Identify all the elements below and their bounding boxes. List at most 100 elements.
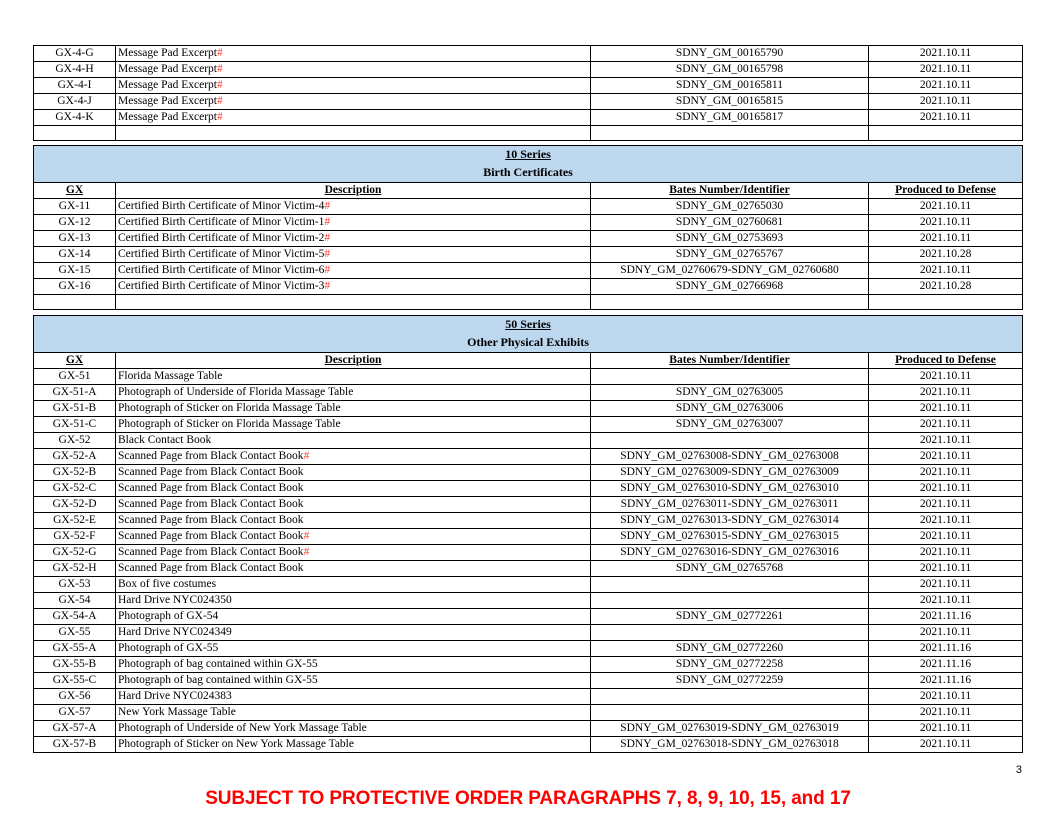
cell-bates	[590, 368, 869, 385]
cell-bates: SDNY_GM_02763013-SDNY_GM_02763014	[590, 512, 869, 529]
cell-description: Photograph of Sticker on Florida Massage…	[115, 400, 591, 417]
cell-produced: 2021.10.11	[867, 736, 1024, 753]
table-row: GX-54-A Photograph of GX-54 SDNY_GM_027722…	[33, 608, 1024, 625]
spacer-row	[33, 294, 1024, 310]
table-row: GX-4-I Message Pad Excerpt# SDNY_GM_001658…	[33, 77, 1023, 94]
cell-description	[115, 125, 591, 141]
table-row: GX-14 Certified Birth Certificate of Mino…	[33, 246, 1024, 263]
column-header-row: GX Description Bates Number/Identifier Prod…	[33, 352, 1024, 369]
cell-description: Scanned Page from Black Contact Book	[115, 496, 591, 513]
cell-bates: SDNY_GM_02763010-SDNY_GM_02763010	[590, 480, 869, 497]
cell-description	[115, 294, 591, 310]
cell-description: New York Massage Table	[115, 704, 591, 721]
cell-bates: SDNY_GM_02763016-SDNY_GM_02763016	[590, 544, 869, 561]
cell-gx: GX-56	[33, 688, 116, 705]
cell-produced: 2021.10.11	[868, 77, 1023, 94]
page-number: 3	[1015, 764, 1022, 776]
cell-produced	[868, 125, 1023, 141]
hash-marker: #	[324, 200, 331, 212]
cell-description: Scanned Page from Black Contact Book	[115, 512, 591, 529]
cell-produced: 2021.10.11	[867, 384, 1024, 401]
cell-bates: SDNY_GM_02763019-SDNY_GM_02763019	[590, 720, 869, 737]
cell-produced: 2021.10.11	[868, 45, 1023, 62]
cell-gx: GX-51-B	[33, 400, 116, 417]
table-row: GX-51-A Photograph of Underside of Florid…	[33, 384, 1024, 401]
cell-description: Hard Drive NYC024349	[115, 624, 591, 641]
hash-marker: #	[324, 280, 331, 292]
cell-gx: GX-54-A	[33, 608, 116, 625]
cell-bates: SDNY_GM_02760679-SDNY_GM_02760680	[590, 262, 869, 279]
column-header-row: GX Description Bates Number/Identifier Prod…	[33, 182, 1024, 199]
cell-description: Certified Birth Certificate of Minor Vic…	[115, 262, 591, 279]
cell-bates: SDNY_GM_02772261	[590, 608, 869, 625]
cell-description: Black Contact Book	[115, 432, 591, 449]
cell-bates: SDNY_GM_00165815	[590, 93, 869, 110]
cell-bates: SDNY_GM_02763005	[590, 384, 869, 401]
table-row: GX-55-B Photograph of bag contained withi…	[33, 656, 1024, 673]
cell-description: Scanned Page from Black Contact Book	[115, 560, 591, 577]
series-banner-number-row: 50 Series	[32, 315, 1024, 334]
cell-gx: GX-12	[33, 214, 116, 231]
cell-gx: GX-4-I	[33, 77, 116, 94]
exhibit-table-50-series: 50 Series Other Physical Exhibits GX Descri…	[32, 315, 1024, 753]
table-row: GX-11 Certified Birth Certificate of Mino…	[33, 198, 1024, 215]
hash-marker: #	[324, 216, 331, 228]
cell-produced: 2021.10.28	[867, 246, 1024, 263]
table-row: GX-52 Black Contact Book 2021.10.11	[33, 432, 1024, 449]
cell-gx: GX-52	[33, 432, 116, 449]
cell-produced: 2021.10.28	[867, 278, 1024, 295]
table-row: GX-52-D Scanned Page from Black Contact B…	[33, 496, 1024, 513]
cell-produced: 2021.10.11	[868, 61, 1023, 78]
cell-description: Photograph of Sticker on New York Massag…	[115, 736, 591, 753]
cell-bates: SDNY_GM_02763007	[590, 416, 869, 433]
column-header-gx: GX	[33, 182, 116, 199]
series-name: Other Physical Exhibits	[32, 334, 1024, 353]
cell-gx: GX-54	[33, 592, 116, 609]
cell-produced: 2021.10.11	[867, 560, 1024, 577]
cell-gx: GX-15	[33, 262, 116, 279]
series-number: 10 Series	[32, 145, 1024, 164]
cell-bates: SDNY_GM_02765030	[590, 198, 869, 215]
cell-produced: 2021.10.11	[867, 416, 1024, 433]
cell-bates	[590, 624, 869, 641]
table-row: GX-15 Certified Birth Certificate of Mino…	[33, 262, 1024, 279]
table-row: GX-16 Certified Birth Certificate of Mino…	[33, 278, 1024, 295]
table-row: GX-4-G Message Pad Excerpt# SDNY_GM_001657…	[33, 45, 1023, 62]
table-row: GX-52-G Scanned Page from Black Contact B…	[33, 544, 1024, 561]
cell-produced: 2021.10.11	[867, 576, 1024, 593]
cell-produced: 2021.10.11	[868, 109, 1023, 126]
cell-bates: SDNY_GM_02763018-SDNY_GM_02763018	[590, 736, 869, 753]
cell-gx: GX-51-C	[33, 416, 116, 433]
series-banner-name-row: Birth Certificates	[32, 164, 1024, 183]
table-body: 10 Series Birth Certificates GX Description…	[32, 145, 1024, 310]
cell-bates	[590, 294, 869, 310]
cell-produced: 2021.10.11	[867, 544, 1024, 561]
cell-bates: SDNY_GM_02772258	[590, 656, 869, 673]
table-row: GX-55-A Photograph of GX-55 SDNY_GM_027722…	[33, 640, 1024, 657]
hash-marker: #	[217, 47, 223, 59]
table-row: GX-55 Hard Drive NYC024349 2021.10.11	[33, 624, 1024, 641]
cell-description: Photograph of Underside of Florida Massa…	[115, 384, 591, 401]
cell-gx: GX-55-C	[33, 672, 116, 689]
cell-gx: GX-57	[33, 704, 116, 721]
cell-description: Message Pad Excerpt#	[115, 93, 591, 110]
table-row: GX-52-B Scanned Page from Black Contact B…	[33, 464, 1024, 481]
cell-bates	[590, 704, 869, 721]
column-header-produced: Produced to Defense	[867, 182, 1024, 199]
table-row: GX-4-K Message Pad Excerpt# SDNY_GM_001658…	[33, 109, 1023, 126]
cell-bates: SDNY_GM_02765767	[590, 246, 869, 263]
table-row: GX-57-B Photograph of Sticker on New York…	[33, 736, 1024, 753]
hash-marker: #	[303, 546, 310, 558]
cell-description: Scanned Page from Black Contact Book	[115, 464, 591, 481]
cell-bates	[590, 592, 869, 609]
cell-bates: SDNY_GM_00165790	[590, 45, 869, 62]
cell-description: Certified Birth Certificate of Minor Vic…	[115, 198, 591, 215]
table-row: GX-57-A Photograph of Underside of New Yo…	[33, 720, 1024, 737]
cell-produced: 2021.10.11	[867, 262, 1024, 279]
cell-produced: 2021.10.11	[867, 688, 1024, 705]
cell-bates: SDNY_GM_00165798	[590, 61, 869, 78]
cell-description: Message Pad Excerpt#	[115, 77, 591, 94]
cell-produced: 2021.10.11	[867, 480, 1024, 497]
cell-description: Photograph of Underside of New York Mass…	[115, 720, 591, 737]
spacer-row	[33, 125, 1023, 141]
